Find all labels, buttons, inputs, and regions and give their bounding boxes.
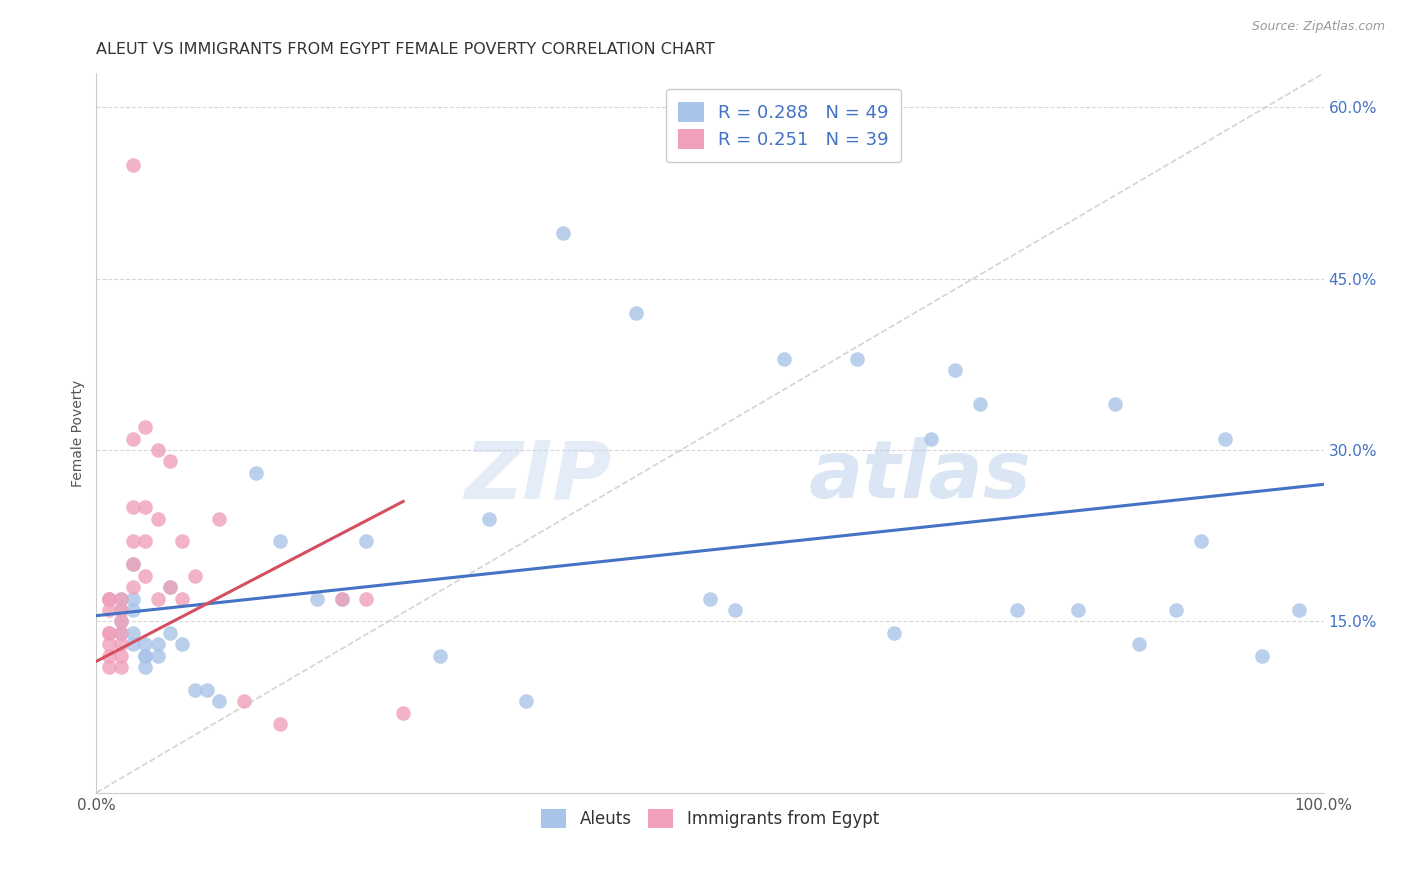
- Point: [97, 591, 120, 606]
- Point: [122, 558, 145, 572]
- Point: [134, 660, 156, 674]
- Point: [245, 466, 267, 480]
- Point: [146, 648, 169, 663]
- Point: [97, 660, 120, 674]
- Point: [110, 603, 132, 617]
- Text: atlas: atlas: [808, 437, 1031, 515]
- Point: [330, 591, 353, 606]
- Point: [1104, 397, 1126, 411]
- Point: [356, 534, 378, 549]
- Point: [699, 591, 721, 606]
- Point: [134, 500, 156, 515]
- Point: [1189, 534, 1212, 549]
- Point: [134, 648, 156, 663]
- Point: [1005, 603, 1028, 617]
- Point: [146, 511, 169, 525]
- Point: [626, 306, 648, 320]
- Point: [159, 580, 181, 594]
- Point: [146, 443, 169, 458]
- Point: [122, 591, 145, 606]
- Point: [195, 682, 218, 697]
- Point: [122, 580, 145, 594]
- Point: [110, 660, 132, 674]
- Point: [134, 648, 156, 663]
- Point: [172, 534, 194, 549]
- Point: [122, 625, 145, 640]
- Point: [772, 351, 794, 366]
- Point: [1251, 648, 1274, 663]
- Point: [307, 591, 329, 606]
- Point: [429, 648, 451, 663]
- Point: [1067, 603, 1090, 617]
- Point: [183, 682, 205, 697]
- Point: [122, 157, 145, 171]
- Point: [110, 648, 132, 663]
- Point: [122, 603, 145, 617]
- Point: [1215, 432, 1237, 446]
- Point: [1288, 603, 1310, 617]
- Text: Source: ZipAtlas.com: Source: ZipAtlas.com: [1251, 20, 1385, 33]
- Point: [122, 637, 145, 651]
- Point: [134, 637, 156, 651]
- Point: [172, 637, 194, 651]
- Point: [515, 694, 537, 708]
- Point: [478, 511, 501, 525]
- Point: [97, 625, 120, 640]
- Point: [183, 568, 205, 582]
- Point: [723, 603, 745, 617]
- Point: [846, 351, 869, 366]
- Point: [551, 226, 574, 240]
- Point: [356, 591, 378, 606]
- Point: [110, 591, 132, 606]
- Point: [110, 625, 132, 640]
- Point: [208, 694, 231, 708]
- Text: ALEUT VS IMMIGRANTS FROM EGYPT FEMALE POVERTY CORRELATION CHART: ALEUT VS IMMIGRANTS FROM EGYPT FEMALE PO…: [97, 42, 716, 57]
- Point: [97, 625, 120, 640]
- Point: [269, 534, 291, 549]
- Point: [134, 568, 156, 582]
- Point: [97, 637, 120, 651]
- Point: [146, 591, 169, 606]
- Point: [134, 420, 156, 434]
- Point: [969, 397, 991, 411]
- Point: [122, 432, 145, 446]
- Point: [97, 591, 120, 606]
- Y-axis label: Female Poverty: Female Poverty: [72, 379, 86, 486]
- Point: [1128, 637, 1150, 651]
- Point: [1166, 603, 1188, 617]
- Point: [97, 603, 120, 617]
- Point: [883, 625, 905, 640]
- Point: [159, 454, 181, 468]
- Point: [134, 534, 156, 549]
- Point: [122, 534, 145, 549]
- Point: [122, 500, 145, 515]
- Point: [110, 615, 132, 629]
- Point: [122, 558, 145, 572]
- Point: [159, 625, 181, 640]
- Point: [330, 591, 353, 606]
- Point: [110, 591, 132, 606]
- Point: [97, 648, 120, 663]
- Point: [172, 591, 194, 606]
- Point: [110, 625, 132, 640]
- Legend: Aleuts, Immigrants from Egypt: Aleuts, Immigrants from Egypt: [534, 803, 886, 835]
- Point: [945, 363, 967, 377]
- Text: ZIP: ZIP: [464, 437, 612, 515]
- Point: [392, 706, 415, 720]
- Point: [232, 694, 254, 708]
- Point: [159, 580, 181, 594]
- Point: [110, 615, 132, 629]
- Point: [208, 511, 231, 525]
- Point: [920, 432, 942, 446]
- Point: [110, 637, 132, 651]
- Point: [110, 603, 132, 617]
- Point: [269, 717, 291, 731]
- Point: [97, 591, 120, 606]
- Point: [146, 637, 169, 651]
